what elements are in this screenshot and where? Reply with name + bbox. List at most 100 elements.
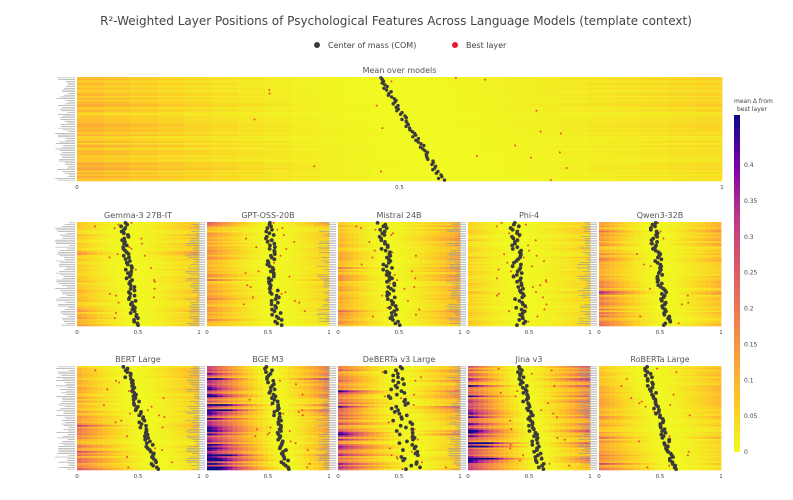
heatmap-cell <box>426 130 454 133</box>
heatmap-cell <box>183 294 190 297</box>
heatmap-cell <box>252 253 259 256</box>
heatmap-cell <box>163 248 169 251</box>
heatmap-cell <box>92 270 98 273</box>
heatmap-cell <box>102 296 108 299</box>
heatmap-cell <box>242 232 249 235</box>
heatmap-cell <box>227 291 233 294</box>
heatmap-cell <box>148 284 154 287</box>
heatmap-cell <box>262 251 269 254</box>
heatmap-cell <box>178 228 185 231</box>
heatmap-cell <box>298 322 304 325</box>
heatmap-cell <box>695 141 723 144</box>
heatmap-cell <box>372 99 400 102</box>
heatmap-cell <box>273 248 279 251</box>
heatmap-cell <box>112 286 119 289</box>
heatmap-cell <box>668 97 696 100</box>
heatmap-cell <box>77 106 105 109</box>
heatmap-cell <box>178 272 185 275</box>
best-layer-point <box>381 127 384 130</box>
heatmap-cell <box>183 258 190 261</box>
heatmap-cell <box>278 242 284 245</box>
heatmap-cell <box>138 301 144 304</box>
heatmap-cell <box>345 142 374 145</box>
heatmap-cell <box>293 237 299 240</box>
heatmap-cell <box>117 222 124 225</box>
heatmap-cell <box>222 251 228 254</box>
heatmap-cell <box>318 156 347 159</box>
heatmap-cell <box>313 277 320 280</box>
heatmap-cell <box>533 113 562 116</box>
heatmap-cell <box>82 305 88 308</box>
heatmap-cell <box>211 109 239 112</box>
heatmap-cell <box>237 268 243 271</box>
heatmap-cell <box>217 261 223 264</box>
heatmap-cell <box>265 132 293 135</box>
heatmap-cell <box>262 261 269 264</box>
heatmap-cell <box>288 230 294 233</box>
heatmap-cell <box>345 155 374 158</box>
heatmap-cell <box>238 127 266 130</box>
heatmap-cell <box>308 263 315 266</box>
heatmap-cell <box>414 227 420 230</box>
heatmap-cell <box>132 280 139 283</box>
heatmap-cell <box>303 249 310 252</box>
heatmap-cell <box>117 279 124 282</box>
heatmap-cell <box>112 241 119 244</box>
heatmap-cell <box>262 260 269 263</box>
heatmap-cell <box>77 111 105 114</box>
heatmap-cell <box>283 272 289 275</box>
heatmap-cell <box>168 291 174 294</box>
heatmap-cell <box>257 263 264 266</box>
heatmap-cell <box>222 254 228 257</box>
heatmap-cell <box>232 312 238 315</box>
heatmap-cell <box>132 274 139 277</box>
heatmap-cell <box>439 235 446 238</box>
heatmap-cell <box>97 267 103 270</box>
heatmap-cell <box>278 227 284 230</box>
heatmap-cell <box>641 77 669 80</box>
heatmap-cell <box>268 312 274 315</box>
heatmap-cell <box>372 113 400 116</box>
heatmap-cell <box>560 137 589 140</box>
heatmap-cell <box>212 308 218 311</box>
heatmap-cell <box>107 268 113 271</box>
heatmap-cell <box>262 242 269 245</box>
heatmap-cell <box>695 135 723 138</box>
heatmap-cell <box>77 129 105 132</box>
heatmap-cell <box>117 258 124 261</box>
heatmap-cell <box>409 222 415 225</box>
heatmap-cell <box>265 141 293 144</box>
heatmap-cell <box>453 80 481 83</box>
heatmap-cell <box>507 85 535 88</box>
heatmap-cell <box>641 125 669 128</box>
heatmap-cell <box>107 232 113 235</box>
heatmap-cell <box>148 282 154 285</box>
heatmap-cell <box>212 319 218 322</box>
heatmap-cell <box>143 251 149 254</box>
heatmap-cell <box>222 258 228 261</box>
heatmap-cell <box>614 125 642 128</box>
heatmap-cell <box>103 106 132 109</box>
heatmap-cell <box>426 172 454 175</box>
heatmap-cell <box>318 291 325 294</box>
heatmap-cell <box>173 225 180 228</box>
heatmap-cell <box>183 284 190 287</box>
heatmap-cell <box>212 287 218 290</box>
heatmap-cell <box>163 275 169 278</box>
heatmap-cell <box>207 301 213 304</box>
heatmap-cell <box>173 298 180 301</box>
heatmap-cell <box>112 315 119 318</box>
heatmap-cell <box>318 282 325 285</box>
heatmap-cell <box>178 246 185 249</box>
heatmap-cell <box>480 141 508 144</box>
heatmap-cell <box>183 291 190 294</box>
heatmap-cell <box>217 270 223 273</box>
heatmap-cell <box>157 135 185 138</box>
heatmap-cell <box>560 132 589 135</box>
heatmap-cell <box>183 244 190 247</box>
heatmap-cell <box>211 155 239 158</box>
heatmap-cell <box>227 261 233 264</box>
heatmap-cell <box>265 172 293 175</box>
heatmap-cell <box>399 111 427 114</box>
heatmap-cell <box>238 109 266 112</box>
